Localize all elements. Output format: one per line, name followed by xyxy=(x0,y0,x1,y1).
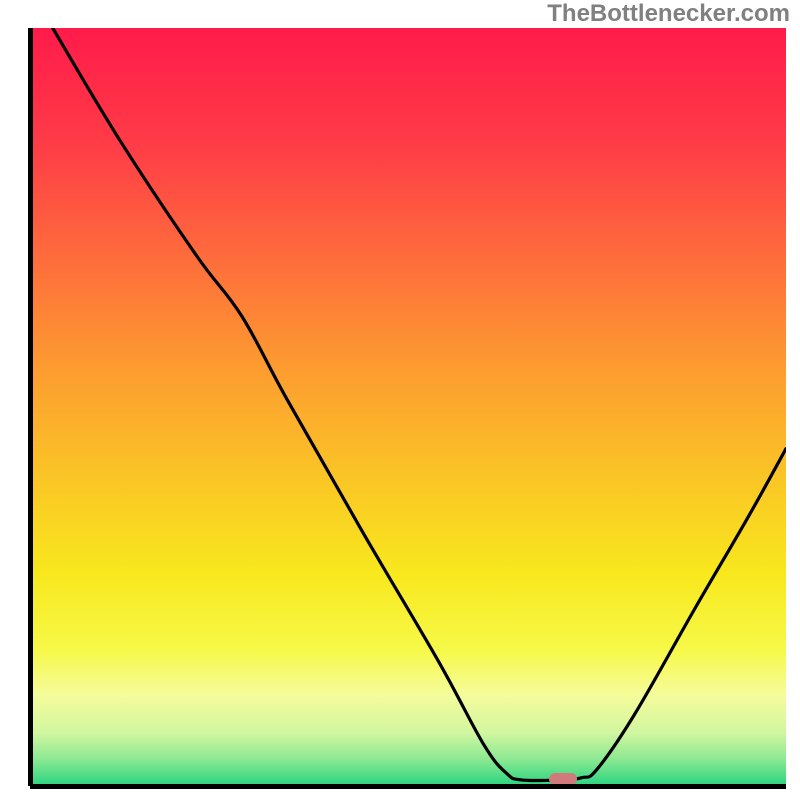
x-axis xyxy=(30,784,786,789)
gradient-background xyxy=(30,28,786,786)
y-axis xyxy=(28,28,33,786)
plot-area xyxy=(30,28,786,786)
chart-frame: TheBottlenecker.com xyxy=(0,0,800,800)
watermark-text: TheBottlenecker.com xyxy=(547,0,790,28)
bottleneck-curve xyxy=(30,28,786,786)
